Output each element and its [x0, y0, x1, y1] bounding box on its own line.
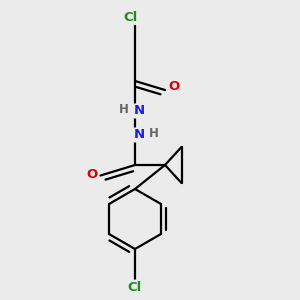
Text: H: H — [149, 127, 158, 140]
Text: O: O — [168, 80, 180, 94]
Text: N: N — [134, 104, 145, 118]
Text: N: N — [134, 128, 145, 142]
Text: O: O — [86, 167, 98, 181]
Text: Cl: Cl — [128, 280, 142, 294]
Text: H: H — [119, 103, 128, 116]
Text: Cl: Cl — [123, 11, 138, 24]
